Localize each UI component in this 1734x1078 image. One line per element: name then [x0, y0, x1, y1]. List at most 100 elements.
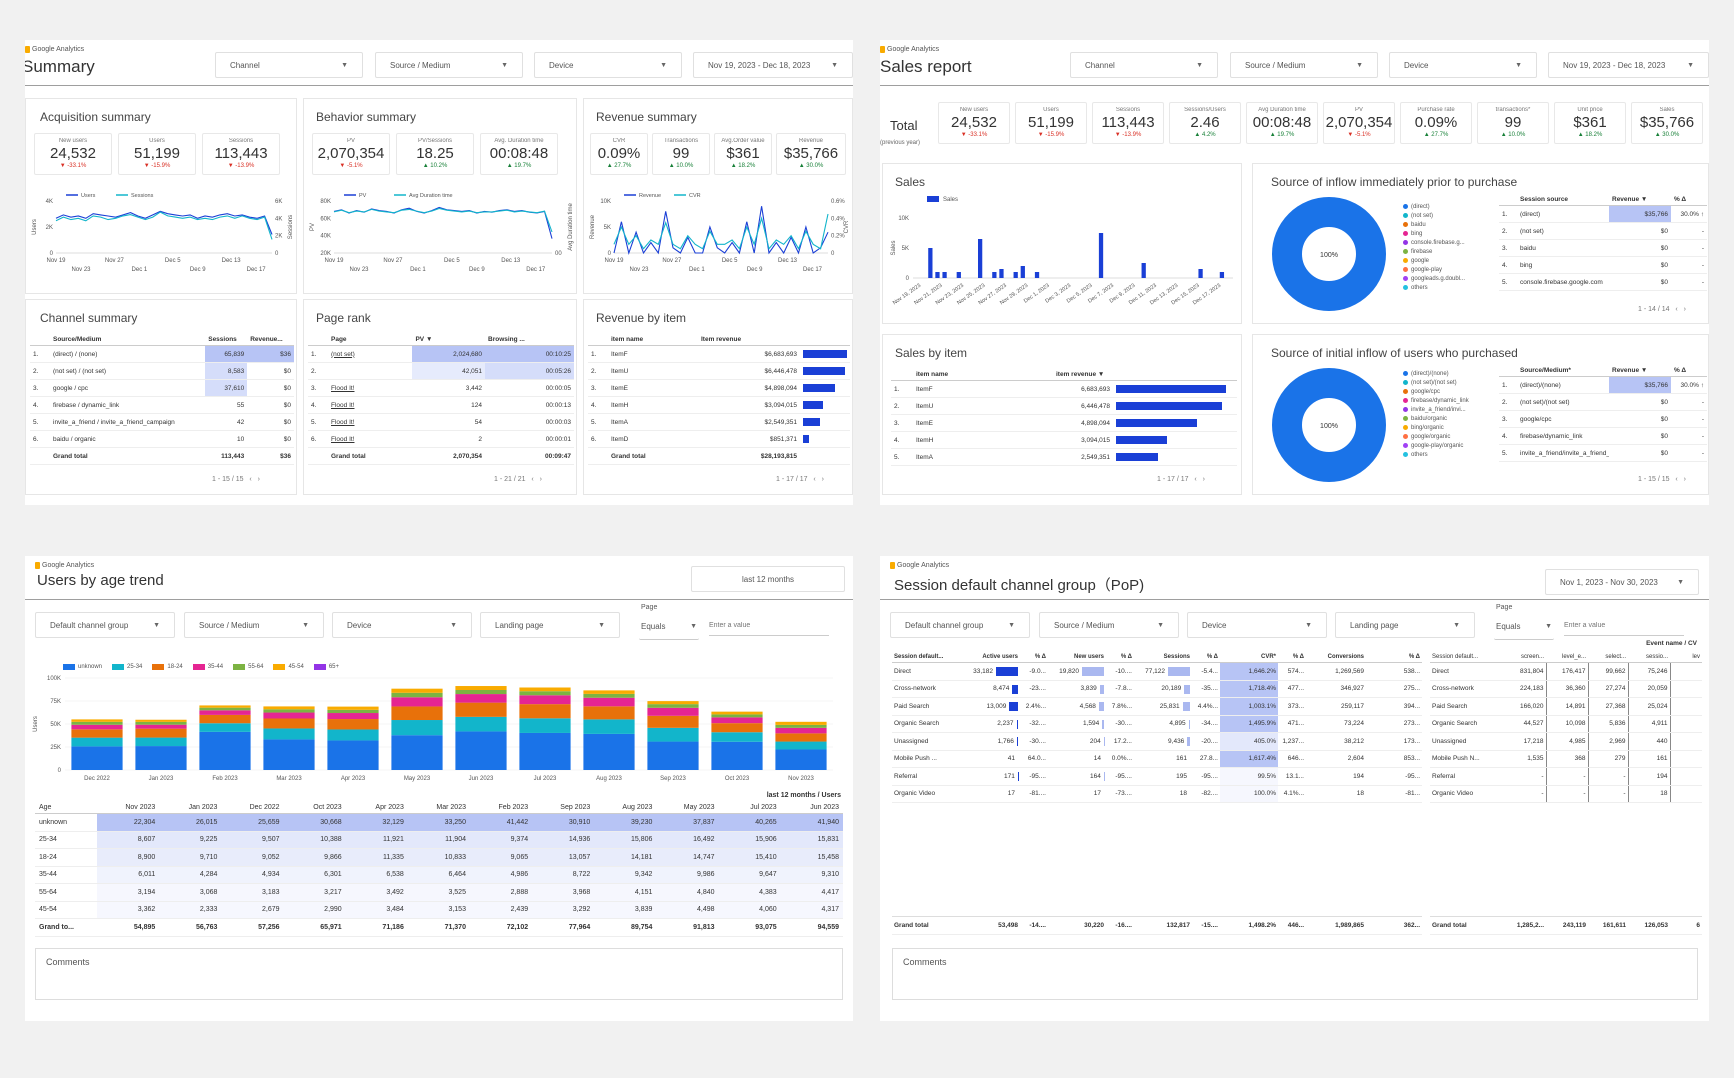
device-filter[interactable]: Device ▼	[1187, 612, 1327, 638]
col-header[interactable]: May 2023	[656, 802, 719, 814]
col-browsing[interactable]: Browsing ...	[485, 334, 574, 346]
col-header[interactable]: New users	[1048, 652, 1106, 663]
table-row[interactable]: 5. console.firebase.google.com $0-	[1499, 273, 1707, 291]
channel-filter[interactable]: Channel ▼	[215, 52, 363, 78]
table-row[interactable]: 35-44 6,011 4,284 4,934 6,301 6,538 6,464 4,986…	[35, 866, 843, 884]
table-row[interactable]: 3. google/cpc $0-	[1499, 410, 1707, 428]
col-header[interactable]: sessio...	[1628, 652, 1670, 663]
table-row[interactable]: 5. invite_a_friend / invite_a_friend_camp…	[30, 413, 294, 431]
prev-page-icon[interactable]: ‹	[531, 476, 534, 483]
next-page-icon[interactable]: ›	[1683, 476, 1686, 483]
page-link[interactable]	[328, 362, 413, 380]
table-row[interactable]: 4. ItemH 3,094,015	[891, 431, 1237, 449]
date-range-picker[interactable]: Nov 1, 2023 - Nov 30, 2023 ▼	[1545, 569, 1699, 595]
col-sessions[interactable]: Sessions	[205, 334, 248, 346]
table-row[interactable]: Organic Video 17 -81.... 17 -73.... 18 -82....…	[892, 785, 1422, 803]
table-row[interactable]: 2. ItemU $6,446,478	[588, 362, 850, 380]
table-row[interactable]: Mobile Push ... 41 64.0... 14 0.0%... 161 27.8…	[892, 750, 1422, 768]
col-header[interactable]: Dec 2022	[221, 802, 284, 814]
col-header[interactable]: Age	[35, 802, 98, 814]
col-source-medium[interactable]: Source/Medium	[50, 334, 206, 346]
table-row[interactable]: 4. bing $0-	[1499, 256, 1707, 274]
comments-box[interactable]: Comments	[35, 948, 843, 1000]
table-row[interactable]: 5. Flood It! 54 00:00:03	[308, 413, 574, 431]
last-12-months-button[interactable]: last 12 months	[691, 566, 845, 592]
table-row[interactable]: 5. ItemA $2,549,351	[588, 413, 850, 431]
table-row[interactable]: 2. (not set)/(not set) $0-	[1499, 393, 1707, 411]
table-row[interactable]: 3. ItemE $4,898,094	[588, 379, 850, 397]
device-filter[interactable]: Device ▼	[534, 52, 682, 78]
channel-group-filter[interactable]: Default channel group ▼	[890, 612, 1030, 638]
col-delta[interactable]: % Δ	[1671, 194, 1707, 206]
col-item-name[interactable]: item name	[608, 334, 698, 346]
col-header[interactable]: Session default...	[892, 652, 956, 663]
next-page-icon[interactable]: ›	[1683, 306, 1686, 313]
col-revenue[interactable]: Revenue...	[247, 334, 294, 346]
table-row[interactable]: Organic Search 2,237 -32.... 1,594 -30.... 4,…	[892, 715, 1422, 733]
table-row[interactable]: 45-54 3,362 2,333 2,679 2,990 3,484 3,153 2,439…	[35, 901, 843, 919]
col-pv[interactable]: PV ▼	[412, 334, 485, 346]
landing-page-filter[interactable]: Landing page ▼	[1335, 612, 1475, 638]
table-row[interactable]: 2. (not set) $0-	[1499, 222, 1707, 240]
col-header[interactable]: % Δ	[1106, 652, 1134, 663]
table-row[interactable]: 3. google / cpc 37,610 $0	[30, 379, 294, 397]
source-medium-filter[interactable]: Source / Medium ▼	[1039, 612, 1179, 638]
page-operator-select[interactable]: Equals ▼	[639, 614, 699, 640]
col-item-revenue[interactable]: Item revenue	[697, 334, 800, 346]
table-row[interactable]: 2. (not set) / (not set) 8,583 $0	[30, 362, 294, 380]
table-row[interactable]: 3. ItemE 4,898,094	[891, 414, 1237, 432]
table-row[interactable]: 5. ItemA 2,549,351	[891, 448, 1237, 466]
table-row[interactable]: 3. Flood It! 3,442 00:00:05	[308, 379, 574, 397]
table-row[interactable]: 2. 42,051 00:05:26	[308, 362, 574, 380]
table-row[interactable]: Organic Search 44,527 10,098 5,836 4,911	[1430, 715, 1702, 733]
col-header[interactable]: % Δ	[1278, 652, 1306, 663]
table-row[interactable]: Organic Video - - -18	[1430, 785, 1702, 803]
table-row[interactable]: Unassigned 17,218 4,985 2,969 440	[1430, 732, 1702, 751]
prev-page-icon[interactable]: ‹	[249, 476, 252, 483]
col-header[interactable]: Apr 2023	[345, 802, 408, 814]
channel-group-filter[interactable]: Default channel group ▼	[35, 612, 175, 638]
col-header[interactable]: % Δ	[1020, 652, 1048, 663]
table-row[interactable]: Direct 831,804 176,417 99,662 75,246	[1430, 662, 1702, 681]
page-value-input[interactable]	[709, 616, 829, 636]
col-item-name[interactable]: item name	[913, 369, 1053, 381]
table-row[interactable]: 4. firebase/dynamic_link $0-	[1499, 427, 1707, 445]
page-link[interactable]: (not set)	[328, 345, 413, 363]
table-row[interactable]: 1. (not set) 2,024,680 00:10:25	[308, 345, 574, 363]
source-medium-filter[interactable]: Source / Medium ▼	[375, 52, 523, 78]
table-row[interactable]: 1. (direct) / (none) 65,839 $36	[30, 345, 294, 363]
table-row[interactable]: 1. ItemF $6,683,693	[588, 345, 850, 363]
col-header[interactable]: % Δ	[1366, 652, 1422, 663]
table-row[interactable]: Cross-network 8,474 -23.... 3,839 -7.8... 20,…	[892, 680, 1422, 698]
device-filter[interactable]: Device ▼	[1389, 52, 1537, 78]
prev-page-icon[interactable]: ‹	[1675, 476, 1678, 483]
landing-page-filter[interactable]: Landing page ▼	[480, 612, 620, 638]
prev-page-icon[interactable]: ‹	[1675, 306, 1678, 313]
next-page-icon[interactable]: ›	[1202, 476, 1205, 483]
table-row[interactable]: 55-64 3,194 3,068 3,183 3,217 3,492 3,525 2,888…	[35, 883, 843, 902]
col-header[interactable]: screen...	[1502, 652, 1546, 663]
col-header[interactable]: Session default...	[1430, 652, 1502, 663]
table-row[interactable]: 25-34 8,607 9,225 9,507 10,388 11,921 11,904 9,…	[35, 831, 843, 849]
table-row[interactable]: Cross-network 224,183 36,360 27,274 20,059	[1430, 680, 1702, 698]
col-header[interactable]: Jul 2023	[718, 802, 781, 814]
table-row[interactable]: 4. Flood It! 124 00:00:13	[308, 396, 574, 414]
table-row[interactable]: Mobile Push N... 1,535 368 279 161	[1430, 750, 1702, 768]
col-header[interactable]: % Δ	[1192, 652, 1220, 663]
table-row[interactable]: 2. ItemU 6,446,478	[891, 397, 1237, 415]
col-header[interactable]: Jan 2023	[159, 802, 222, 814]
col-source-medium[interactable]: Source/Medium*	[1517, 365, 1609, 377]
col-header[interactable]: Oct 2023	[283, 802, 346, 814]
table-row[interactable]: 4. ItemH $3,094,015	[588, 396, 850, 414]
table-row[interactable]: Paid Search 166,020 14,891 27,368 25,024	[1430, 697, 1702, 716]
page-value-input[interactable]	[1564, 616, 1684, 636]
source-medium-filter[interactable]: Source / Medium ▼	[184, 612, 324, 638]
page-link[interactable]: Flood It!	[328, 430, 413, 448]
device-filter[interactable]: Device ▼	[332, 612, 472, 638]
table-row[interactable]: 3. baidu $0-	[1499, 239, 1707, 257]
col-session-source[interactable]: Session source	[1517, 194, 1609, 206]
table-row[interactable]: 6. ItemD $851,371	[588, 430, 850, 448]
next-page-icon[interactable]: ›	[539, 476, 542, 483]
table-row[interactable]: 6. Flood It! 2 00:00:01	[308, 430, 574, 448]
channel-filter[interactable]: Channel ▼	[1070, 52, 1218, 78]
